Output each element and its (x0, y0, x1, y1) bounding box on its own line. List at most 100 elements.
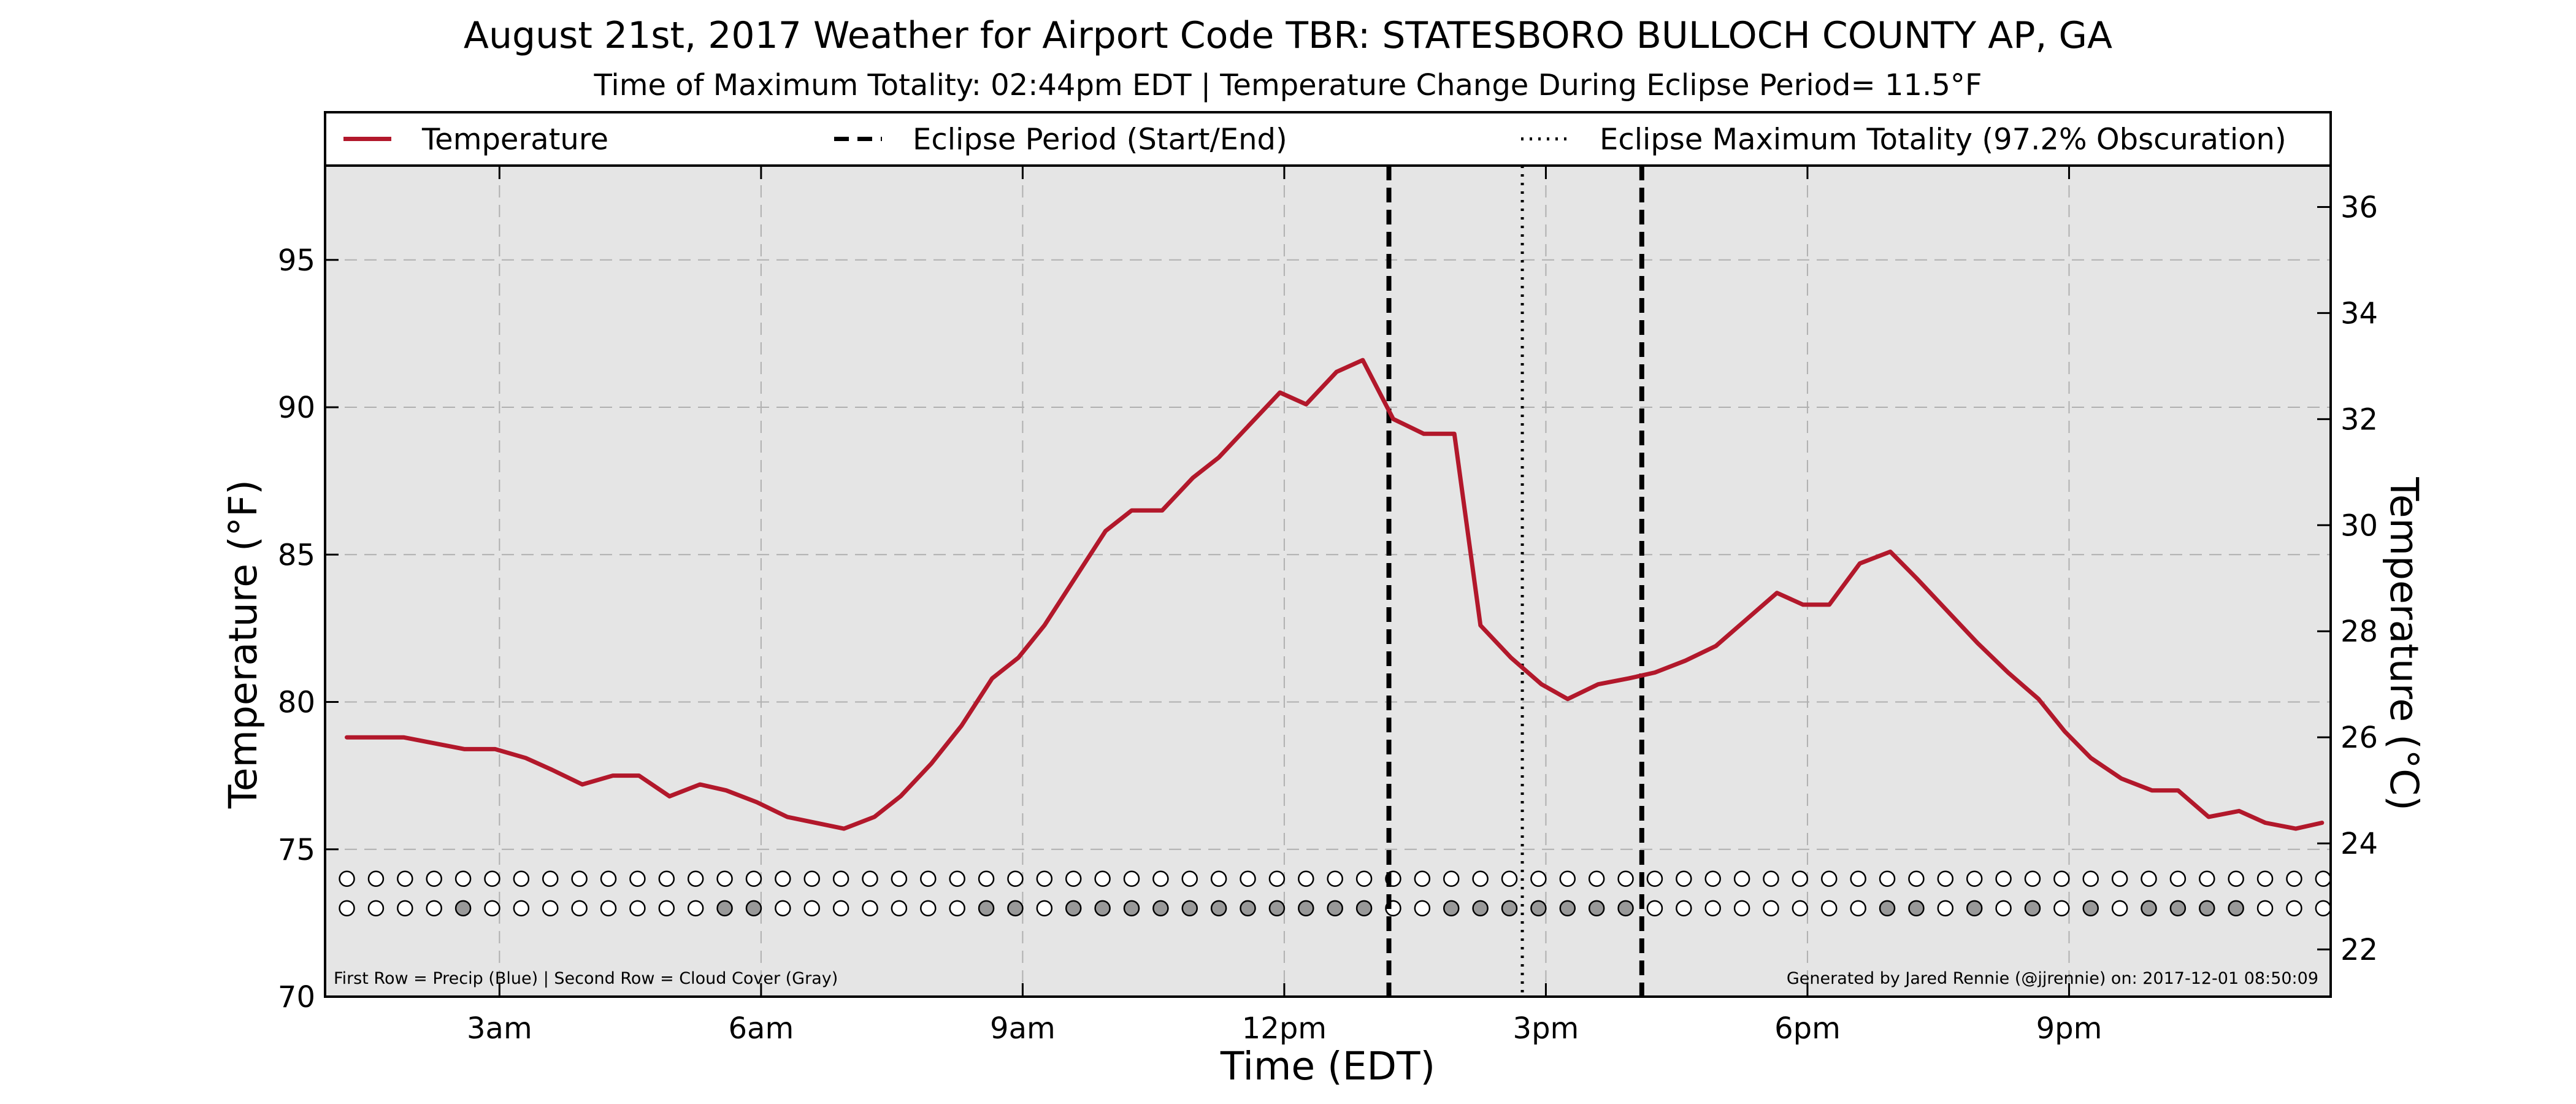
legend-label: Eclipse Maximum Totality (97.2% Obscurat… (1600, 123, 2287, 157)
cloud-cover-marker (1298, 900, 1314, 917)
y-right-tick-label: 26 (2340, 721, 2378, 755)
cloud-cover-marker (920, 900, 937, 917)
cloud-cover-marker (1995, 900, 2012, 917)
precip-marker (1995, 870, 2012, 887)
x-tick-label: 9am (990, 1011, 1056, 1046)
precip-marker (949, 870, 965, 887)
cloud-cover-marker (1733, 900, 1750, 917)
y-tick-label: 90 (278, 391, 315, 425)
cloud-cover-marker (775, 900, 791, 917)
y-right-tick-label: 24 (2340, 827, 2378, 861)
cloud-cover-marker (687, 900, 704, 917)
cloud-cover-marker (1123, 900, 1140, 917)
precip-marker (920, 870, 937, 887)
legend (324, 111, 2332, 167)
cloud-cover-marker (2228, 900, 2244, 917)
precip-marker (1152, 870, 1169, 887)
cloud-cover-marker (1472, 900, 1489, 917)
grid-lines (325, 166, 2331, 997)
precip-marker (1850, 870, 1866, 887)
precip-marker (745, 870, 762, 887)
y-tick-label: 80 (278, 686, 315, 720)
precip-marker (862, 870, 878, 887)
precip-marker (1501, 870, 1518, 887)
cloud-cover-marker (1821, 900, 1838, 917)
y-axis-label: Temperature (°F) (221, 480, 266, 809)
precip-marker (426, 870, 442, 887)
footnote-left: First Row = Precip (Blue) | Second Row =… (334, 969, 838, 988)
cloud-cover-marker (629, 900, 646, 917)
precip-marker (2286, 870, 2302, 887)
cloud-cover-marker (1588, 900, 1605, 917)
precip-marker (716, 870, 733, 887)
cloud-cover-marker (454, 900, 472, 917)
precip-marker (2082, 870, 2099, 887)
cloud-cover-marker (1210, 900, 1227, 917)
cloud-cover-marker (1240, 900, 1256, 917)
precip-marker (1443, 870, 1460, 887)
cloud-cover-marker (1792, 900, 1809, 917)
precip-marker (687, 870, 704, 887)
precip-marker (891, 870, 908, 887)
cloud-cover-marker (658, 900, 675, 917)
cloud-cover-marker (832, 900, 849, 917)
x-tick-label: 6am (729, 1011, 794, 1046)
plot-area (325, 166, 2331, 997)
precip-marker (2024, 870, 2041, 887)
cloud-cover-marker (1327, 900, 1343, 917)
y-right-tick-label: 36 (2340, 190, 2378, 224)
cloud-cover-marker (542, 900, 559, 917)
y-tick-label: 95 (278, 243, 315, 278)
precip-marker (775, 870, 791, 887)
precip-marker (367, 870, 385, 887)
legend-entries: Temperature Eclipse Period (Start/End) Ecl… (343, 123, 2287, 157)
cloud-cover-marker (1152, 900, 1169, 917)
cloud-cover-marker (949, 900, 965, 917)
cloud-cover-marker (891, 900, 908, 917)
cloud-cover-marker (600, 900, 617, 917)
precip-marker (1094, 870, 1111, 887)
precip-marker (1704, 870, 1721, 887)
cloud-cover-marker (716, 900, 733, 917)
x-tick-label: 3pm (1513, 1011, 1579, 1046)
cloud-cover-marker (1937, 900, 1954, 917)
y-tick-label: 70 (278, 980, 315, 1014)
precip-marker (1007, 870, 1024, 887)
y-right-tick-label: 28 (2340, 615, 2378, 649)
chart-title: August 21st, 2017 Weather for Airport Co… (464, 14, 2112, 57)
precip-marker (1733, 870, 1750, 887)
cloud-cover-marker (1908, 900, 1925, 917)
cloud-cover-marker (1501, 900, 1518, 917)
cloud-cover-marker (367, 900, 385, 917)
precip-marker (2315, 870, 2332, 887)
precip-marker (1937, 870, 1954, 887)
series-layer (345, 358, 2325, 831)
cloud-cover-marker (1268, 900, 1286, 917)
cloud-cover-marker (2111, 900, 2128, 917)
cloud-cover-marker (1355, 900, 1373, 917)
cloud-cover-marker (2082, 900, 2099, 917)
cloud-cover-marker (1879, 900, 1896, 917)
cloud-cover-marker (1646, 900, 1663, 917)
cloud-cover-marker (2315, 900, 2332, 917)
precip-marker (1268, 870, 1286, 887)
cloud-cover-marker (1094, 900, 1111, 917)
cloud-cover-marker (1617, 900, 1634, 917)
precip-marker (513, 870, 530, 887)
y-tick-label: 85 (278, 538, 315, 572)
cloud-cover-marker (339, 900, 355, 917)
precip-marker (600, 870, 617, 887)
legend-label: Temperature (421, 123, 608, 157)
cloud-cover-marker (1559, 900, 1576, 917)
precip-marker (1792, 870, 1809, 887)
precip-marker (542, 870, 559, 887)
precip-marker (1355, 870, 1373, 887)
precip-marker (1065, 870, 1082, 887)
cloud-cover-marker (1414, 900, 1431, 917)
cloud-cover-marker (426, 900, 442, 917)
cloud-cover-marker (2024, 900, 2041, 917)
precip-marker (2141, 870, 2157, 887)
precip-marker (1123, 870, 1140, 887)
y-right-tick-label: 30 (2340, 508, 2378, 543)
